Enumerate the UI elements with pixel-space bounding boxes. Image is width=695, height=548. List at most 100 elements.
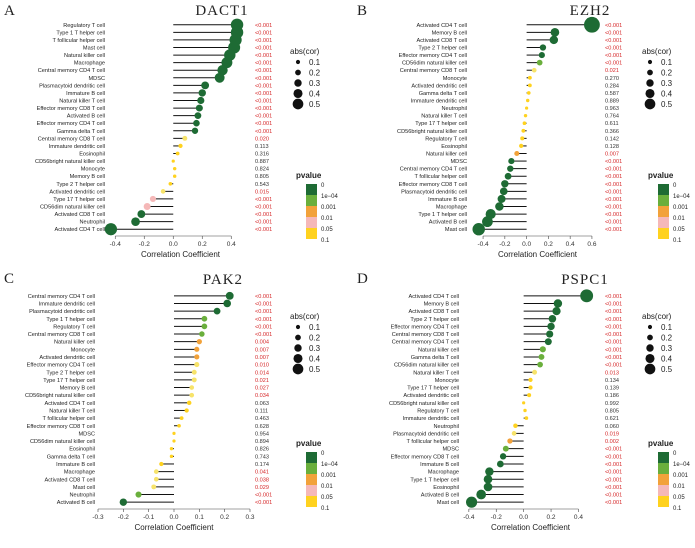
pvalue-label: 0.013 (605, 370, 619, 376)
lollipop-point (527, 83, 532, 88)
pvalue-legend-label: 0.01 (321, 484, 333, 490)
pvalue-label: <0.001 (255, 61, 272, 67)
cell-type-label: Macrophage (64, 470, 95, 476)
pvalue-label: <0.001 (605, 46, 622, 52)
pvalue-label: 0.021 (255, 378, 269, 384)
pvalue-label: 0.019 (605, 431, 619, 437)
lollipop-point (466, 496, 478, 508)
pvalue-label: <0.001 (255, 76, 272, 82)
lollipop-point (532, 369, 538, 375)
pvalue-label: <0.001 (605, 347, 622, 353)
pvalue-label: 0.021 (605, 68, 619, 74)
cell-type-label: Neutrophil (434, 424, 460, 430)
lollipop-point (550, 28, 560, 37)
pvalue-label: 0.587 (605, 91, 619, 97)
pvalue-label: 0.060 (605, 424, 619, 430)
cell-type-label: Central memory CD8 T cell (28, 332, 95, 338)
pvalue-legend-swatch (658, 463, 669, 474)
lollipop-point (520, 136, 525, 141)
lollipop-point (502, 445, 509, 452)
cell-type-label: Regulatory T cell (417, 408, 459, 414)
lollipop-point (523, 408, 527, 413)
cell-type-label: Type 17 T helper cell (407, 386, 459, 392)
size-legend-dot (294, 344, 302, 352)
pvalue-label: <0.001 (255, 121, 272, 127)
pvalue-label: <0.001 (605, 53, 622, 59)
pvalue-label: <0.001 (255, 46, 272, 52)
size-legend-label: 0.5 (661, 100, 673, 109)
cell-type-label: Central memory CD8 T cell (38, 136, 105, 142)
pvalue-label: <0.001 (605, 174, 622, 180)
cell-type-label: Natural killer cell (418, 347, 459, 353)
cell-type-label: Plasmacytoid dendritic cell (29, 309, 95, 315)
lollipop-point (528, 377, 533, 383)
lollipop-point (511, 431, 517, 436)
pvalue-legend-label: 0.01 (673, 216, 685, 222)
cell-type-label: Regulatory T cell (63, 23, 105, 29)
pvalue-label: <0.001 (255, 106, 272, 112)
pvalue-legend-title: pvalue (296, 439, 322, 448)
pvalue-label: <0.001 (605, 454, 622, 460)
lollipop-point (485, 467, 494, 476)
pvalue-label: <0.001 (605, 301, 622, 307)
pvalue-label: 0.887 (255, 159, 269, 165)
pvalue-legend-label: 0.01 (321, 216, 333, 222)
lollipop-point (537, 361, 543, 368)
pvalue-label: <0.001 (605, 470, 622, 476)
size-legend-label: 0.3 (309, 344, 321, 353)
pvalue-legend-swatch (306, 485, 317, 496)
pvalue-legend-label: 0.05 (673, 227, 685, 233)
pvalue-label: <0.001 (605, 23, 622, 29)
cell-type-label: Memory B cell (60, 386, 95, 392)
size-legend: abs(cor) 0.1 0.20.3 0.40.5 (642, 47, 673, 110)
pvalue-label: <0.001 (255, 129, 272, 135)
size-legend-title: abs(cor) (290, 47, 320, 56)
pvalue-label: <0.001 (255, 212, 272, 218)
lollipop-point (196, 339, 202, 345)
lollipop-point (186, 400, 192, 406)
pvalue-label: <0.001 (605, 182, 622, 188)
lollipop-point (499, 187, 508, 196)
pvalue-label: <0.001 (605, 447, 622, 453)
pvalue-legend: pvalue 0 1e−04 0.001 0.01 0.05 0.1 (296, 171, 339, 244)
pvalue-label: <0.001 (255, 23, 272, 29)
lollipop-point (223, 299, 232, 308)
lollipop-point (172, 174, 177, 178)
x-tick-label: 0.0 (522, 241, 531, 248)
cell-type-label: Effector memory CD4 T cell (391, 324, 459, 330)
pvalue-label: 0.764 (605, 114, 619, 120)
size-legend-dot (292, 363, 304, 375)
pvalue-legend-swatch (306, 496, 317, 507)
cell-type-label: Activated CD8 T cell (417, 38, 467, 44)
lollipop-point (523, 113, 528, 118)
lollipop-point (521, 128, 526, 133)
cell-type-label: Macrophage (74, 61, 105, 67)
cell-type-label: Neutrophil (442, 106, 468, 112)
size-legend-label: 0.1 (661, 58, 673, 67)
pvalue-label: 0.889 (605, 99, 619, 105)
lollipop-point (539, 44, 547, 51)
cell-type-label: Natural killer T cell (59, 99, 105, 105)
pvalue-label: <0.001 (605, 477, 622, 483)
cell-type-label: Memory B cell (424, 301, 459, 307)
lollipop-point (504, 172, 512, 180)
pvalue-legend-label: 0 (673, 451, 677, 457)
lollipop-point (217, 65, 228, 76)
lollipop-point (547, 322, 555, 331)
pvalue-label: 0.038 (255, 477, 269, 483)
lollipop-point (151, 484, 157, 490)
lollipop-point (507, 438, 513, 444)
lollipop-point (137, 210, 146, 218)
cell-type-label: Activated dendritic cell (411, 83, 467, 89)
panel-dact1: A DACT1 Regulatory T cell <0.001 Type 1 T he… (4, 3, 339, 259)
cell-type-label: Activated B cell (429, 220, 467, 226)
cell-type-label: CD56bright natural killer cell (25, 393, 95, 399)
pvalue-legend-title: pvalue (296, 171, 322, 180)
cell-type-label: Type 1 T helper cell (46, 317, 95, 323)
pvalue-label: <0.001 (605, 493, 622, 499)
pvalue-legend-swatch (306, 217, 317, 228)
lollipop-point (201, 81, 210, 90)
lollipop-point (527, 75, 532, 80)
cell-type-label: Type 17 T helper cell (53, 197, 105, 203)
x-tick-label: -0.2 (118, 514, 130, 521)
